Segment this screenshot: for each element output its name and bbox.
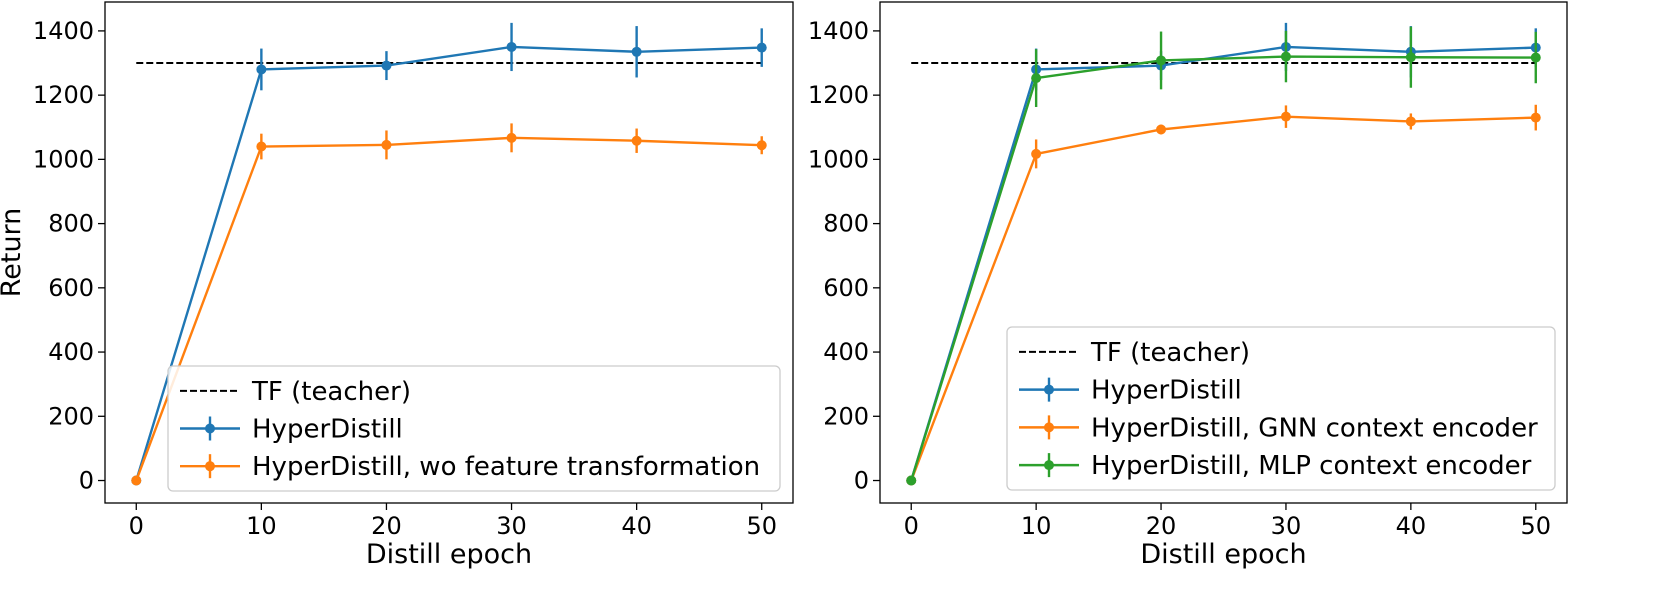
- data-point: [1280, 51, 1291, 62]
- x-tick-label: 50: [1520, 512, 1551, 540]
- series-line: [910, 115, 1536, 481]
- legend-label: TF (teacher): [1090, 338, 1250, 368]
- y-tick-label: 0: [79, 467, 94, 495]
- x-tick-label: 30: [496, 512, 527, 540]
- y-tick-label: 0: [854, 467, 869, 495]
- y-tick-label: 1000: [808, 145, 869, 173]
- y-tick-label: 1000: [33, 145, 94, 173]
- y-tick-label: 400: [823, 338, 869, 366]
- legend-label: HyperDistill, MLP context encoder: [1091, 451, 1532, 481]
- x-axis-label: Distill epoch: [366, 539, 532, 570]
- x-tick-label: 10: [1021, 512, 1052, 540]
- y-tick-label: 600: [823, 274, 869, 302]
- legend-handle-marker: [1044, 384, 1054, 395]
- x-tick-label: 10: [246, 512, 277, 540]
- data-point: [1031, 148, 1042, 159]
- data-point: [381, 139, 392, 150]
- series-line: [910, 45, 1536, 481]
- data-point: [131, 475, 142, 486]
- x-tick-label: 40: [621, 512, 652, 540]
- x-tick-label: 0: [904, 512, 919, 540]
- y-tick-label: 1400: [808, 17, 869, 45]
- series-line: [910, 55, 1536, 481]
- series-2: [906, 104, 1541, 486]
- data-point: [506, 41, 517, 52]
- data-point: [1031, 73, 1042, 84]
- legend-label: HyperDistill, wo feature transformation: [252, 452, 760, 482]
- legend-handle-marker: [1044, 422, 1054, 433]
- data-point: [1405, 116, 1416, 127]
- legend: TF (teacher) HyperDistill HyperDistill, GN…: [1006, 326, 1556, 491]
- y-tick-label: 200: [823, 402, 869, 430]
- x-tick-label: 30: [1271, 512, 1302, 540]
- x-axis-label: Distill epoch: [1140, 539, 1306, 570]
- legend-label: HyperDistill: [252, 415, 403, 445]
- data-point: [756, 140, 767, 151]
- x-tick-label: 40: [1396, 512, 1427, 540]
- axes-frame: [879, 1, 1568, 504]
- data-point: [506, 132, 517, 143]
- legend-handle-marker: [205, 423, 215, 434]
- series-3: [906, 26, 1541, 486]
- x-tick-label: 0: [129, 512, 144, 540]
- x-tick-label: 50: [746, 512, 777, 540]
- data-point: [1280, 111, 1291, 122]
- y-tick-label: 1400: [33, 17, 94, 45]
- legend-handle-marker: [205, 461, 215, 472]
- axes-frame: [104, 1, 794, 504]
- legend-box: [167, 365, 781, 492]
- data-point: [631, 46, 642, 57]
- y-tick-label: 600: [48, 274, 94, 302]
- x-tick-label: 20: [1146, 512, 1177, 540]
- y-tick-label: 1200: [808, 81, 869, 109]
- series-line: [135, 45, 762, 481]
- data-point: [381, 60, 392, 71]
- y-tick-label: 200: [48, 402, 94, 430]
- data-point: [256, 141, 267, 152]
- data-point: [1405, 52, 1416, 63]
- data-point: [1156, 124, 1167, 135]
- y-tick-label: 800: [823, 210, 869, 238]
- y-axis-label: Return: [0, 208, 27, 298]
- legend-label: HyperDistill, GNN context encoder: [1091, 413, 1538, 443]
- y-tick-label: 400: [48, 338, 94, 366]
- plot-panel-1: 0 10 20 30 40 50 0 200 400 600 800 1000 1200 1400 Dist…: [0, 1, 794, 570]
- data-point: [1530, 112, 1541, 123]
- legend: TF (teacher) HyperDistill HyperDistill, wo…: [167, 365, 781, 492]
- plot-panel-2: 0 10 20 30 40 50 0 200 400 600 800 1000 1200 1400 Dist…: [808, 1, 1568, 570]
- x-tick-label: 20: [371, 512, 402, 540]
- legend-box: [1006, 326, 1556, 491]
- y-tick-label: 800: [48, 210, 94, 238]
- data-point: [906, 475, 917, 486]
- y-tick-label: 1200: [33, 81, 94, 109]
- series-line: [135, 136, 762, 481]
- series-2: [131, 123, 767, 486]
- data-point: [631, 135, 642, 146]
- data-point: [1156, 55, 1167, 66]
- data-point: [1530, 52, 1541, 63]
- legend-label: HyperDistill: [1091, 376, 1242, 406]
- data-point: [756, 42, 767, 53]
- legend-label: TF (teacher): [251, 377, 411, 407]
- data-point: [256, 64, 267, 75]
- legend-handle-marker: [1044, 460, 1054, 471]
